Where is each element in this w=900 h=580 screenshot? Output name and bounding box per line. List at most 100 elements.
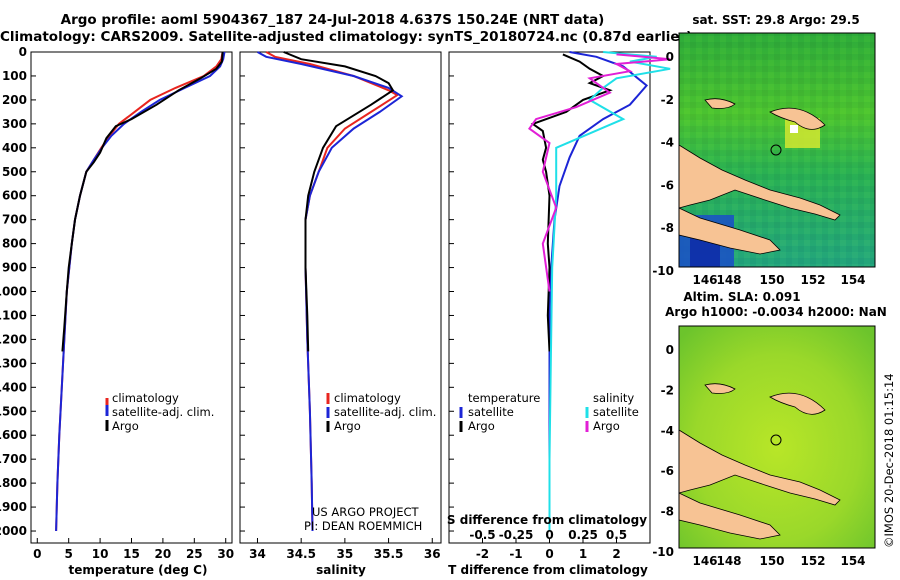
salinity-series-climatology: [265, 51, 400, 532]
temperature-panel: 0 5 10 15 20 25 30 0 100 200 300 400 500 600 700 800 90…: [0, 45, 454, 577]
x-tick-label: 20: [155, 547, 172, 561]
map-x-tick-label: 148: [716, 273, 741, 287]
map-x-tick-label: 150: [759, 273, 784, 287]
depth-tick-label: 1600: [0, 428, 27, 442]
legend-salinity-title: salinity: [593, 391, 634, 405]
map-y-tick-label: -10: [652, 264, 674, 278]
x-tick-label: 2: [612, 547, 620, 561]
depth-tick-label: 300: [2, 117, 27, 131]
map-y-tick-label: -6: [661, 464, 674, 478]
sla-map-title2: Argo h1000: -0.0034 h2000: NaN: [665, 305, 887, 319]
x-tick-label: 34.5: [286, 547, 316, 561]
x-tick-label: 35: [337, 547, 354, 561]
depth-tick-label: 500: [2, 165, 27, 179]
depth-tick-label: 100: [2, 69, 27, 83]
x-tick-label: 15: [123, 547, 140, 561]
map-x-tick-label: 154: [840, 554, 865, 568]
map-x-tick-label: 146: [692, 554, 717, 568]
pi-annotation: PI: DEAN ROEMMICH: [304, 519, 422, 533]
x-tick-label: 34: [249, 547, 266, 561]
legend-argo: Argo: [112, 419, 139, 433]
depth-tick-label: 400: [2, 141, 27, 155]
map-y-tick-label: -8: [661, 221, 674, 235]
map-x-tick-label: 146: [692, 273, 717, 287]
legend-t-argo: Argo: [468, 419, 495, 433]
depth-tick-label: 2000: [0, 524, 27, 538]
chart-title-line1: Argo profile: aoml 5904367_187 24-Jul-20…: [60, 12, 605, 28]
legend-climatology: climatology: [112, 391, 179, 405]
s-diff-xlabel: S difference from climatology: [447, 513, 647, 527]
x-tick-label: -2: [476, 547, 489, 561]
difference-panel: -2 -1 0 1 2 -0.5 -0.25 0 0.25 0.5 T difference f…: [447, 51, 671, 577]
project-annotation: US ARGO PROJECT: [312, 505, 420, 519]
legend-satellite: satellite-adj. clim.: [334, 405, 436, 419]
sst-map-title: sat. SST: 29.8 Argo: 29.5: [692, 13, 859, 27]
depth-tick-label: 600: [2, 189, 27, 203]
map-y-tick-label: 0: [666, 343, 674, 357]
t-diff-xlabel: T difference from climatology: [448, 563, 648, 577]
temperature-series-climatology: [55, 51, 224, 532]
depth-tick-label: 1900: [0, 500, 27, 514]
depth-tick-label: 1300: [0, 356, 27, 370]
map-y-tick-label: -10: [652, 545, 674, 559]
x-tick-label: 10: [92, 547, 109, 561]
salinity-series-satellite-adj-clim-: [257, 51, 404, 532]
x2-tick-label: 0.25: [568, 528, 598, 542]
sla-map-title1: Altim. SLA: 0.091: [683, 290, 800, 304]
x-tick-label: 1: [579, 547, 587, 561]
difference-series-t-argo: [530, 53, 613, 352]
map-y-tick-label: -4: [661, 136, 674, 150]
depth-tick-label: 200: [2, 93, 27, 107]
difference-series-s-argo: [528, 53, 671, 292]
legend-t-satellite: satellite: [468, 405, 514, 419]
map-x-tick-label: 154: [840, 273, 865, 287]
depth-tick-label: 1100: [0, 308, 27, 322]
depth-tick-label: 900: [2, 261, 27, 275]
depth-tick-label: 800: [2, 237, 27, 251]
footer-timestamp: ©IMOS 20-Dec-2018 01:15:14: [882, 373, 896, 548]
difference-legend: temperature satellite Argo salinity sate…: [459, 391, 639, 433]
map-y-tick-label: -8: [661, 505, 674, 519]
salinity-xlabel: salinity: [316, 563, 366, 577]
x2-tick-label: -0.25: [499, 528, 534, 542]
map-y-tick-label: -2: [661, 383, 674, 397]
x-tick-label: 25: [186, 547, 203, 561]
map-y-tick-label: -2: [661, 93, 674, 107]
depth-tick-label: 1200: [0, 332, 27, 346]
depth-tick-label: 1400: [0, 380, 27, 394]
x-tick-label: 0: [545, 547, 553, 561]
map-y-tick-label: -4: [661, 424, 674, 438]
salinity-series-argo: [283, 51, 395, 352]
difference-series-t-satellite: [548, 51, 649, 531]
x-tick-label: 36: [424, 547, 441, 561]
legend-climatology: climatology: [334, 391, 401, 405]
x-tick-label: -1: [509, 547, 522, 561]
map-x-tick-label: 152: [800, 554, 825, 568]
chart-title-line2: Climatology: CARS2009. Satellite-adjuste…: [0, 29, 693, 45]
x-tick-label: 0: [33, 547, 41, 561]
salinity-panel: 34 34.5 35 35.5 36 salinity climatology sate…: [239, 51, 442, 577]
depth-tick-label: 700: [2, 213, 27, 227]
temperature-xlabel: temperature (deg C): [69, 563, 208, 577]
legend-s-satellite: satellite: [593, 405, 639, 419]
map-y-tick-label: -6: [661, 178, 674, 192]
x-tick-label: 35.5: [374, 547, 404, 561]
legend-argo: Argo: [334, 419, 361, 433]
legend-satellite: satellite-adj. clim.: [112, 405, 214, 419]
x-tick-label: 5: [65, 547, 73, 561]
legend-s-argo: Argo: [593, 419, 620, 433]
temperature-legend: climatology satellite-adj. clim. Argo: [105, 391, 214, 433]
depth-tick-label: 1000: [0, 285, 27, 299]
salinity-legend: climatology satellite-adj. clim. Argo: [326, 391, 436, 433]
map-y-tick-label: 0: [666, 50, 674, 64]
x2-tick-label: -0.5: [469, 528, 495, 542]
x-tick-label: 30: [217, 547, 234, 561]
map-x-tick-label: 150: [759, 554, 784, 568]
temperature-series-satellite-adj-clim-: [55, 51, 226, 532]
map-x-tick-label: 148: [716, 554, 741, 568]
legend-temperature-title: temperature: [468, 391, 540, 405]
depth-tick-label: 1800: [0, 476, 27, 490]
difference-series-s-satellite: [548, 51, 671, 531]
